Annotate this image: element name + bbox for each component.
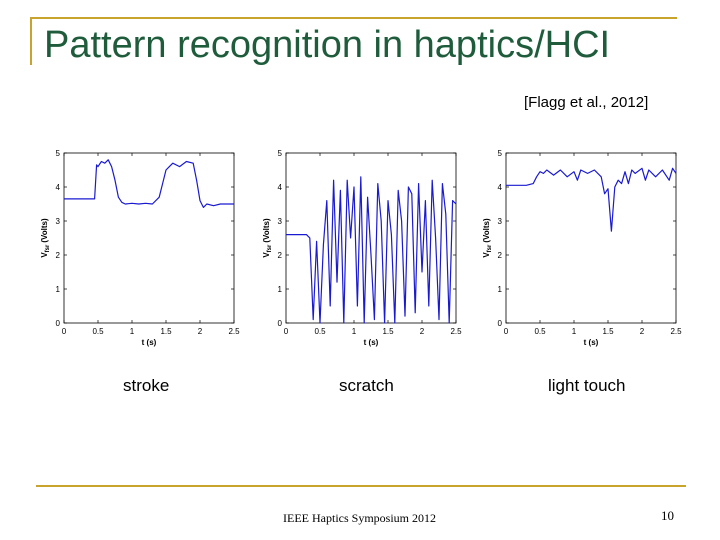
citation: [Flagg et al., 2012] [524,94,649,111]
chart-scratch: 0 0.5 1 1.5 2 2.5 0 1 2 3 4 5 t (s) Vfsr(Volts) [262,149,462,347]
x-tick-label: 2 [420,327,425,336]
plot-scratch: 0 0.5 1 1.5 2 2.5 0 1 2 3 4 5 t (s) Vfsr(Volts) [246,143,476,353]
top-rule [30,17,677,19]
y-axis-label-unit: (Volts) [482,218,491,243]
y-axis-label-unit: (Volts) [262,218,271,243]
x-tick-label: 0.5 [534,327,546,336]
x-tick-label: 1.5 [382,327,394,336]
y-axis-label: Vfsr(Volts) [262,218,273,258]
y-tick-label: 3 [56,217,61,226]
plot-light-touch: 0 0.5 1 1.5 2 2.5 0 1 2 3 4 5 t (s) Vfsr(Volts) [466,143,696,353]
x-axis-label: t (s) [364,338,379,347]
chart-light-touch: 0 0.5 1 1.5 2 2.5 0 1 2 3 4 5 t (s) Vfsr(Volts) [482,149,682,347]
y-axis-label-main: V [40,252,49,258]
series-line [506,167,677,232]
y-axis-label-main: V [482,252,491,258]
y-tick-label: 5 [56,149,61,158]
series-line [64,159,234,209]
x-tick-label: 2 [640,327,645,336]
x-tick-label: 0 [62,327,67,336]
x-tick-label: 2 [198,327,203,336]
y-tick-label: 1 [56,285,61,294]
y-tick-label: 5 [498,149,503,158]
x-tick-label: 2.5 [670,327,682,336]
y-axis-label-sub: fsr [487,244,493,252]
y-axis-label: Vfsr(Volts) [40,218,51,258]
plot-frame [505,152,677,324]
x-tick-label: 1.5 [602,327,614,336]
bottom-rule [36,485,686,487]
x-tick-label: 1.5 [160,327,172,336]
y-tick-label: 2 [56,251,61,260]
x-tick-label: 1 [572,327,577,336]
page-number: 10 [661,508,674,523]
caption-light-touch: light touch [548,376,626,395]
x-tick-label: 0 [504,327,509,336]
y-tick-label: 3 [278,217,283,226]
x-tick-label: 0.5 [92,327,104,336]
x-tick-label: 1 [352,327,357,336]
y-tick-label: 4 [278,183,283,192]
plot-stroke: 0 0.5 1 1.5 2 2.5 0 1 2 3 4 5 t (s) Vfsr(Volts) [24,143,254,353]
caption-stroke: stroke [123,376,170,395]
y-tick-label: 3 [498,217,503,226]
y-tick-label: 2 [498,251,503,260]
x-tick-label: 2.5 [450,327,462,336]
plot-frame [63,152,235,324]
y-tick-label: 5 [278,149,283,158]
x-tick-label: 0.5 [314,327,326,336]
y-tick-label: 1 [278,285,283,294]
y-axis-label-unit: (Volts) [40,218,49,243]
y-axis-label-sub: fsr [267,244,273,252]
y-tick-label: 0 [56,319,61,328]
x-tick-label: 1 [130,327,135,336]
x-axis-label: t (s) [142,338,157,347]
footer-text: IEEE Haptics Symposium 2012 [283,511,436,525]
x-tick-label: 2.5 [228,327,240,336]
y-axis-label: Vfsr(Volts) [482,218,493,258]
series-line [286,176,457,324]
y-axis-label-main: V [262,252,271,258]
y-tick-label: 0 [498,319,503,328]
y-tick-label: 1 [498,285,503,294]
y-tick-label: 4 [498,183,503,192]
y-axis-label-sub: fsr [45,244,51,252]
x-axis-label: t (s) [584,338,599,347]
left-rule [30,17,32,65]
y-tick-label: 0 [278,319,283,328]
caption-scratch: scratch [339,376,394,395]
y-tick-label: 2 [278,251,283,260]
x-tick-label: 0 [284,327,289,336]
y-tick-label: 4 [56,183,61,192]
slide-title: Pattern recognition in haptics/HCI [44,24,611,66]
chart-stroke: 0 0.5 1 1.5 2 2.5 0 1 2 3 4 5 t (s) Vfsr(Volts) [40,149,240,347]
